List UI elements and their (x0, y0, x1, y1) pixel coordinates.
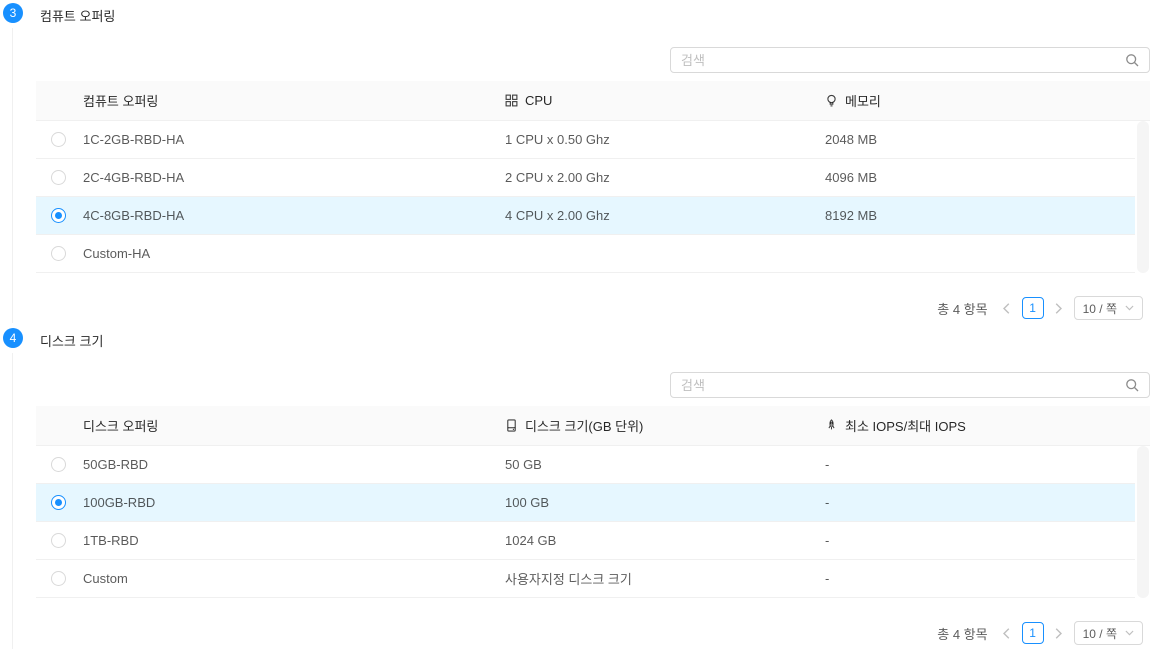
page-size-select[interactable]: 10 / 쪽 (1073, 621, 1143, 645)
chevron-down-icon (1125, 305, 1134, 311)
page-size-select[interactable]: 10 / 쪽 (1073, 296, 1143, 320)
column-header-cpu: CPU (495, 93, 815, 108)
search-icon[interactable] (1125, 53, 1139, 67)
column-header-disk-size: 디스크 크기(GB 단위) (495, 416, 815, 435)
memory-value: 2048 MB (825, 132, 878, 147)
pagination-total-label: 총 4 항목 (937, 626, 988, 642)
step-connector-line (12, 353, 13, 649)
column-header-memory: 메모리 (815, 91, 1150, 110)
offering-name: Custom-HA (83, 246, 151, 261)
cpu-grid-icon (505, 94, 518, 107)
step-4-badge: 4 (3, 328, 23, 348)
disk-size-value: 100 GB (505, 495, 550, 510)
pagination-next-button[interactable] (1052, 297, 1066, 319)
column-header-iops: 최소 IOPS/최대 IOPS (815, 416, 1150, 435)
iops-value: - (825, 495, 830, 510)
offering-name: 2C-4GB-RBD-HA (83, 170, 185, 185)
radio-button[interactable] (50, 170, 66, 185)
iops-value: - (825, 533, 830, 548)
disk-search-box (670, 372, 1150, 398)
column-header-offering-name: 컴퓨트 오퍼링 (80, 91, 495, 110)
cpu-value: 2 CPU x 2.00 Ghz (505, 170, 610, 185)
step-3-badge: 3 (3, 3, 23, 23)
section-title-compute-offering: 컴퓨트 오퍼링 (40, 9, 116, 24)
column-header-label: 컴퓨트 오퍼링 (83, 94, 159, 109)
disk-table-header: 디스크 오퍼링 디스크 크기(GB 단위) (36, 406, 1150, 446)
section-title-disk-size: 디스크 크기 (40, 334, 104, 349)
memory-value: 4096 MB (825, 170, 878, 185)
compute-search-box (670, 47, 1150, 73)
section-disk-size: 4 디스크 크기 디스크 오퍼링 디스 (0, 325, 1154, 649)
memory-value: 8192 MB (825, 208, 878, 223)
pagination-prev-button[interactable] (1000, 297, 1014, 319)
section-compute-offering: 3 컴퓨트 오퍼링 컴퓨트 오퍼링 C (3, 3, 1150, 320)
search-input[interactable] (681, 52, 1125, 68)
page-size-value: 10 / 쪽 (1082, 626, 1117, 641)
search-input[interactable] (681, 377, 1125, 393)
radio-button[interactable] (50, 533, 66, 548)
pagination-page-1[interactable]: 1 (1021, 622, 1044, 644)
iops-value: - (825, 457, 830, 472)
offering-name: 1TB-RBD (83, 533, 139, 548)
rocket-icon (825, 419, 838, 432)
iops-value: - (825, 571, 830, 586)
compute-table-body: 1C-2GB-RBD-HA 1 CPU x 0.50 Ghz 2048 MB 2… (36, 121, 1135, 273)
offering-name: Custom (83, 571, 128, 586)
pagination-prev-button[interactable] (1000, 622, 1014, 644)
bulb-icon (825, 94, 838, 107)
offering-name: 4C-8GB-RBD-HA (83, 208, 185, 223)
table-row-custom[interactable]: Custom 사용자지정 디스크 크기 - (36, 560, 1135, 598)
step-connector-line (12, 28, 13, 323)
disk-pagination: 총 4 항목 1 10 / 쪽 (937, 621, 1143, 645)
table-row-1c-2gb-rbd-ha[interactable]: 1C-2GB-RBD-HA 1 CPU x 0.50 Ghz 2048 MB (36, 121, 1135, 159)
offering-name: 1C-2GB-RBD-HA (83, 132, 185, 147)
disk-size-value: 50 GB (505, 457, 542, 472)
radio-button-checked[interactable] (50, 208, 66, 223)
radio-button[interactable] (50, 246, 66, 261)
compute-pagination: 총 4 항목 1 10 / 쪽 (937, 296, 1143, 320)
disk-size-value: 사용자지정 디스크 크기 (505, 572, 632, 587)
column-header-label: CPU (525, 93, 553, 108)
table-row-4c-8gb-rbd-ha[interactable]: 4C-8GB-RBD-HA 4 CPU x 2.00 Ghz 8192 MB (36, 197, 1135, 235)
table-row-50gb-rbd[interactable]: 50GB-RBD 50 GB - (36, 446, 1135, 484)
table-row-1tb-rbd[interactable]: 1TB-RBD 1024 GB - (36, 522, 1135, 560)
table-row-2c-4gb-rbd-ha[interactable]: 2C-4GB-RBD-HA 2 CPU x 2.00 Ghz 4096 MB (36, 159, 1135, 197)
table-row-custom-ha[interactable]: Custom-HA (36, 235, 1135, 273)
column-header-disk-offering: 디스크 오퍼링 (80, 416, 495, 435)
table-row-100gb-rbd[interactable]: 100GB-RBD 100 GB - (36, 484, 1135, 522)
radio-button[interactable] (50, 571, 66, 586)
table-scrollbar[interactable] (1137, 446, 1149, 598)
column-header-label: 디스크 오퍼링 (83, 419, 159, 434)
disk-size-value: 1024 GB (505, 533, 557, 548)
compute-table-header: 컴퓨트 오퍼링 CPU 메모리 (36, 81, 1150, 121)
cpu-value: 4 CPU x 2.00 Ghz (505, 208, 610, 223)
radio-button[interactable] (50, 457, 66, 472)
hdd-icon (505, 419, 518, 432)
radio-button-checked[interactable] (50, 495, 66, 510)
pagination-total-label: 총 4 항목 (937, 301, 988, 317)
column-header-label: 메모리 (845, 94, 881, 109)
pagination-page-1[interactable]: 1 (1021, 297, 1044, 319)
column-header-label: 최소 IOPS/최대 IOPS (845, 419, 966, 434)
pagination-next-button[interactable] (1052, 622, 1066, 644)
page-size-value: 10 / 쪽 (1082, 301, 1117, 316)
cpu-value: 1 CPU x 0.50 Ghz (505, 132, 610, 147)
disk-table-body: 50GB-RBD 50 GB - 100GB-RBD 100 GB - 1TB-… (36, 446, 1135, 598)
chevron-down-icon (1125, 630, 1134, 636)
table-scrollbar[interactable] (1137, 121, 1149, 273)
offering-name: 50GB-RBD (83, 457, 149, 472)
column-header-label: 디스크 크기(GB 단위) (525, 419, 644, 434)
radio-button[interactable] (50, 132, 66, 147)
offering-name: 100GB-RBD (83, 495, 156, 510)
search-icon[interactable] (1125, 378, 1139, 392)
